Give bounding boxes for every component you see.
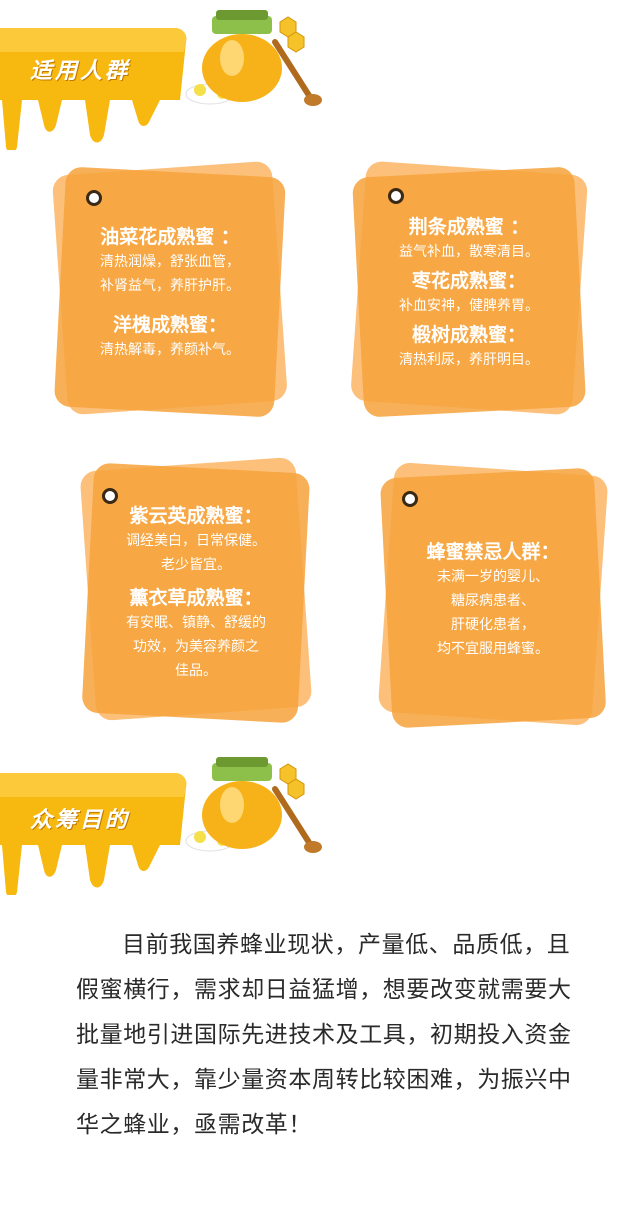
card-text: 老少皆宜。 <box>161 557 231 573</box>
section-title-2: 众筹目的 <box>30 808 131 833</box>
card-text: 功效，为美容养颜之 <box>133 639 259 655</box>
bullet-icon <box>388 188 404 204</box>
card-heading: 荆条成熟蜜 ： <box>408 216 530 238</box>
card-background <box>351 161 588 417</box>
section-title-1: 适用人群 <box>30 59 131 84</box>
card-heading: 椴树成熟蜜： <box>411 324 526 346</box>
card-text: 补血安神，健脾养胃。 <box>399 298 539 314</box>
info-card-3: 紫云英成熟蜜： 调经美白，日常保健。 老少皆宜。 薰衣草成熟蜜： 有安眠、镇静、… <box>80 450 312 730</box>
card-heading: 洋槐成熟蜜： <box>112 314 227 336</box>
card-text: 糖尿病患者、 <box>451 593 535 609</box>
card-text: 清热解毒，养颜补气。 <box>100 342 240 358</box>
card-text: 调经美白，日常保健。 <box>126 533 266 549</box>
card-heading: 紫云英成熟蜜： <box>129 505 263 527</box>
card-text: 未满一岁的婴儿、 <box>437 569 549 585</box>
card-text: 有安眠、镇静、舒缓的 <box>126 615 266 631</box>
card-text: 清热利尿，养肝明目。 <box>399 352 539 368</box>
card-background <box>52 161 287 417</box>
honey-drip-graphic <box>0 28 187 150</box>
body-paragraph: 目前我国养蜂业现状，产量低、品质低，且假蜜横行，需求却日益猛增，想要改变就需要大… <box>76 932 572 1138</box>
card-heading: 薰衣草成熟蜜： <box>129 587 263 609</box>
bullet-icon <box>102 488 118 504</box>
card-background <box>80 457 312 723</box>
honey-jar-icon <box>185 10 322 106</box>
card-heading: 枣花成熟蜜： <box>411 270 526 292</box>
honey-drip-graphic <box>0 773 187 895</box>
card-text: 佳品。 <box>175 663 217 679</box>
card-heading: 蜂蜜禁忌人群： <box>426 541 560 563</box>
card-text: 均不宜服用蜂蜜。 <box>437 641 549 657</box>
info-card-4: 蜂蜜禁忌人群： 未满一岁的婴儿、 糖尿病患者、 肝硬化患者， 均不宜服用蜂蜜。 <box>378 455 608 735</box>
bullet-icon <box>402 491 418 507</box>
bullet-icon <box>86 190 102 206</box>
card-text: 肝硬化患者， <box>451 617 535 633</box>
card-text: 清热润燥，舒张血管， <box>100 254 240 270</box>
section-banner-1: 适用人群 <box>0 0 330 150</box>
honey-jar-icon <box>185 757 322 853</box>
section-banner-2: 众筹目的 <box>0 745 330 895</box>
card-text: 益气补血，散寒清目。 <box>399 244 539 260</box>
info-card-2: 荆条成熟蜜 ： 益气补血，散寒清目。 枣花成熟蜜： 补血安神，健脾养胃。 椴树成… <box>348 150 590 430</box>
card-background <box>378 462 608 728</box>
info-card-1: 油菜花成熟蜜 ： 清热润燥，舒张血管， 补肾益气，养肝护肝。 洋槐成熟蜜： 清热… <box>50 150 290 430</box>
card-text: 补肾益气，养肝护肝。 <box>100 278 240 294</box>
card-heading: 油菜花成熟蜜 ： <box>100 226 240 248</box>
